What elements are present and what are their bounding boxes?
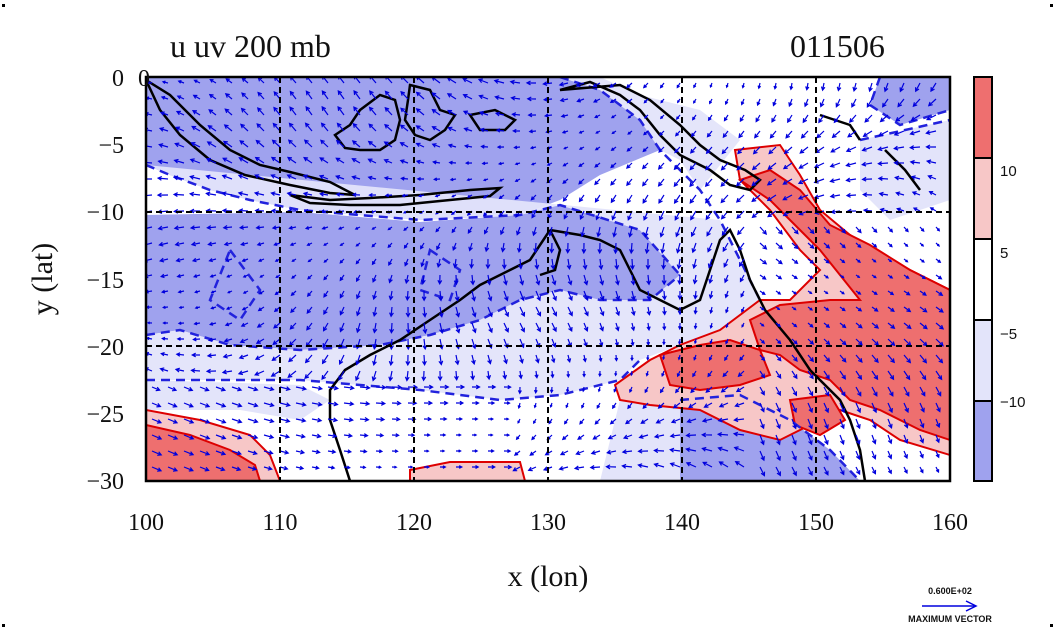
x-tick-150: 150 (798, 510, 834, 536)
colorbar-label-neg5: −5 (1000, 326, 1017, 343)
x-tick-130: 130 (530, 510, 566, 536)
y-tick-10: −10 (86, 200, 124, 226)
negative-contours (146, 77, 950, 481)
plot-frame (144, 75, 952, 483)
vector-key-magnitude: 0.600E+02 (928, 586, 972, 596)
x-axis-label: x (lon) (508, 560, 589, 593)
x-tick-100: 100 (128, 510, 164, 536)
colorbar-label-neg10: −10 (1000, 394, 1025, 411)
colorbar-bin-weak-pos (974, 158, 992, 239)
x-tick-110: 110 (262, 510, 297, 536)
y-tick-5: −5 (98, 133, 124, 159)
colorbar-label-10: 10 (1000, 163, 1017, 180)
y-tick-0: 0 (112, 66, 124, 92)
colorbar-bin-strong-pos (974, 77, 992, 158)
corner-tick: 0 (138, 66, 150, 92)
y-tick-30: −30 (86, 469, 124, 495)
y-axis: 0 −5 −10 −15 −20 −25 −30 (86, 66, 124, 495)
y-tick-15: −15 (86, 268, 124, 294)
vector-key: 0.600E+02 MAXIMUM VECTOR (908, 586, 992, 624)
x-tick-120: 120 (396, 510, 432, 536)
coastline (146, 78, 921, 481)
x-tick-140: 140 (664, 510, 700, 536)
colorbar-bin-neutral (974, 239, 992, 320)
y-tick-25: −25 (86, 402, 124, 428)
colorbar-label-5: 5 (1000, 245, 1008, 262)
colorbar: 10 5 −5 −10 (973, 76, 1025, 482)
date-label: 011506 (790, 28, 885, 64)
lat-lon-grid (146, 77, 950, 481)
colorbar-bin-strong-neg (974, 401, 992, 481)
y-axis-label: y (lat) (26, 243, 59, 315)
wind-vector-arrows (146, 77, 945, 477)
map-area (146, 77, 950, 481)
vector-key-label: MAXIMUM VECTOR (908, 614, 992, 624)
x-tick-160: 160 (932, 510, 968, 536)
colorbar-bin-weak-neg (974, 320, 992, 401)
plot-title: u uv 200 mb (170, 28, 331, 64)
strong-positive-u-region (146, 168, 950, 481)
wind-vector-field (146, 77, 945, 477)
x-axis: 100 110 120 130 140 150 160 (128, 510, 968, 536)
y-tick-20: −20 (86, 335, 124, 361)
